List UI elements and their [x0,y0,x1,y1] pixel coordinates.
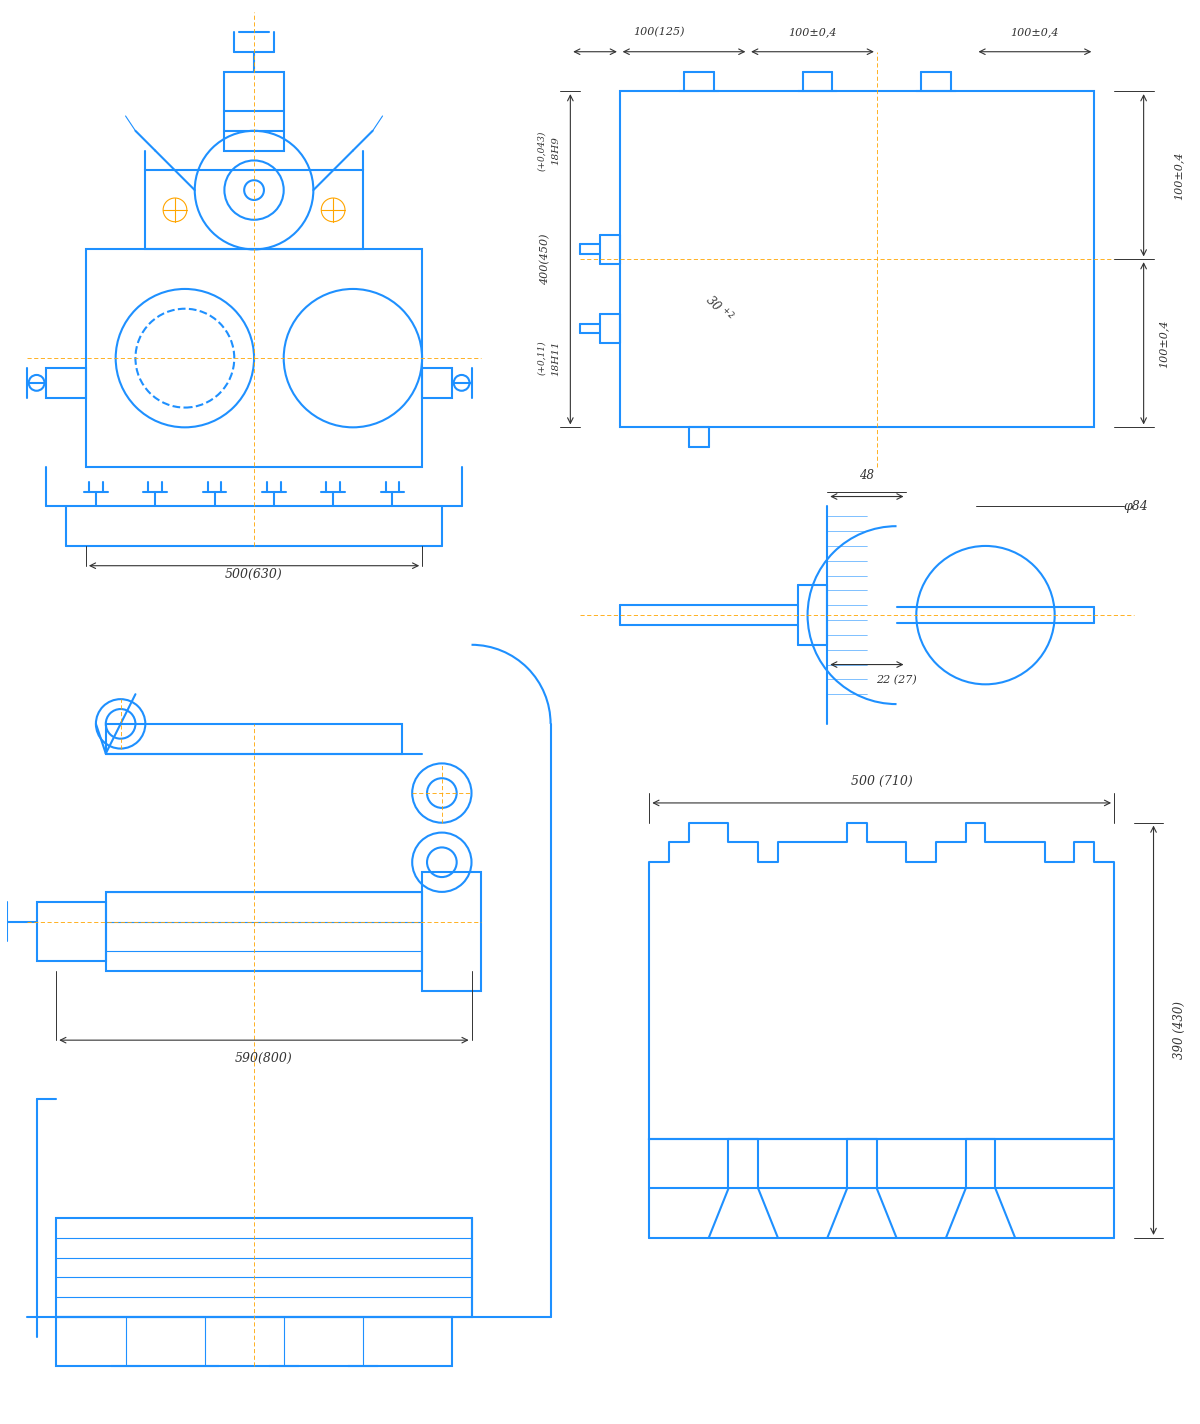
Text: 590(800): 590(800) [235,1052,293,1065]
Bar [145,171,362,249]
Text: (+0,11): (+0,11) [536,340,546,376]
Text: 100±0,4: 100±0,4 [1010,27,1060,37]
Text: 100±0,4: 100±0,4 [788,27,836,37]
Bar [56,1218,472,1317]
Text: 22 (27): 22 (27) [876,675,917,685]
Text: 18H9: 18H9 [552,137,560,165]
Text: (+0,043): (+0,043) [536,131,546,171]
Text: 100±0,4: 100±0,4 [1174,151,1183,199]
Bar [224,71,283,151]
Text: 100±0,4: 100±0,4 [1158,319,1169,367]
Text: 48: 48 [859,468,875,481]
Text: 100(125): 100(125) [634,27,685,37]
Text: 400(450): 400(450) [540,234,551,285]
Text: 18H11: 18H11 [552,340,560,376]
Bar [422,367,451,397]
Text: 500 (710): 500 (710) [851,775,912,787]
Bar [56,1317,451,1367]
Text: 500(630): 500(630) [226,568,283,581]
Bar [619,91,1094,427]
Bar [36,901,106,961]
Bar [106,723,402,753]
Text: 30 $^{+2}$: 30 $^{+2}$ [701,292,736,326]
Bar [106,891,422,971]
Bar [47,367,86,397]
Bar [422,871,481,991]
Text: φ84: φ84 [1124,500,1148,513]
Text: 390 (430): 390 (430) [1174,1001,1187,1059]
Bar [86,249,422,467]
